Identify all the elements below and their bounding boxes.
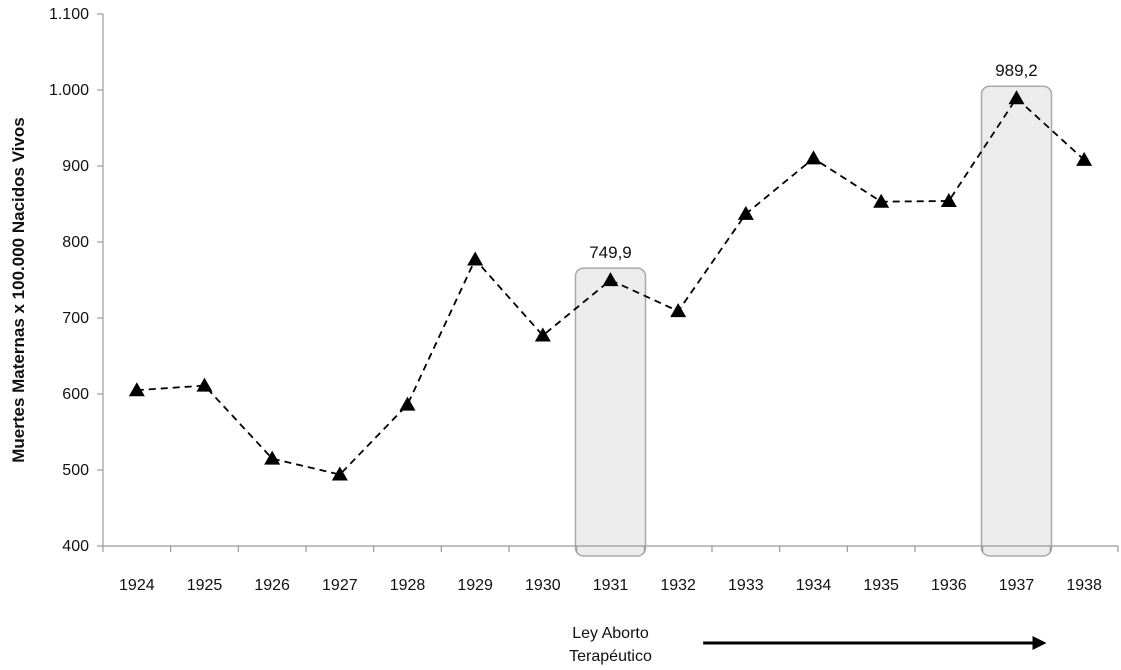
x-tick-label: 1933	[728, 577, 764, 594]
data-point-1927	[331, 466, 348, 481]
x-tick-label: 1935	[863, 577, 899, 594]
y-tick-label: 1.000	[49, 82, 89, 99]
y-tick-label: 800	[62, 234, 89, 251]
annotation-text-line: Terapéutico	[569, 648, 652, 665]
y-tick-label: 500	[62, 462, 89, 479]
data-point-1929	[467, 251, 484, 266]
x-tick-label: 1931	[593, 577, 629, 594]
x-tick-label: 1937	[999, 577, 1035, 594]
data-point-1931	[602, 272, 619, 287]
data-point-1928	[399, 396, 416, 411]
y-tick-label: 900	[62, 158, 89, 175]
data-point-1937	[1008, 90, 1025, 105]
y-tick-label: 700	[62, 310, 89, 327]
data-point-1938	[1076, 151, 1093, 166]
data-point-1934	[805, 150, 822, 165]
data-point-1925	[196, 377, 213, 392]
x-tick-label: 1930	[525, 577, 561, 594]
data-label-1937: 989,2	[995, 61, 1038, 80]
data-point-1935	[873, 193, 890, 208]
x-tick-label: 1929	[457, 577, 493, 594]
data-label-1931: 749,9	[589, 243, 632, 262]
data-point-1924	[128, 382, 145, 397]
y-tick-label: 1.100	[49, 6, 89, 23]
x-tick-label: 1924	[119, 577, 155, 594]
x-tick-label: 1932	[660, 577, 696, 594]
highlight-band-1931	[574, 267, 647, 557]
data-labels: 749,9 989,2	[589, 61, 1038, 262]
data-point-1933	[737, 205, 754, 220]
series-markers	[128, 90, 1093, 481]
annotation-text-line: Ley Aborto	[572, 625, 649, 642]
highlight-bands	[574, 85, 1053, 557]
data-point-1926	[264, 450, 281, 465]
y-tick-label: 400	[62, 538, 89, 555]
annotation-arrow-head	[1032, 636, 1047, 650]
x-tick-label: 1925	[187, 577, 223, 594]
x-tick-label: 1928	[390, 577, 426, 594]
x-tick-label: 1927	[322, 577, 358, 594]
data-point-1936	[940, 192, 957, 207]
x-tick-label: 1934	[796, 577, 832, 594]
data-point-1930	[534, 327, 551, 342]
x-tick-label: 1926	[254, 577, 290, 594]
axes	[102, 14, 1118, 547]
highlight-band-1937	[980, 85, 1053, 557]
y-tick-label: 600	[62, 386, 89, 403]
annotation: Ley Aborto Terapéutico	[569, 625, 1047, 665]
y-axis-title: Muertes Maternas x 100.000 Nacidos Vivos	[9, 117, 28, 463]
x-tick-label: 1936	[931, 577, 967, 594]
data-point-1932	[670, 303, 687, 318]
y-axis-ticks: 400 500 600 700 800 900 1.000 1.100	[49, 6, 103, 555]
x-tick-label: 1938	[1066, 577, 1102, 594]
x-axis-ticks: 1924 1925 1926 1927 1928 1929 1930 1931 1932 1933…	[102, 546, 1119, 594]
